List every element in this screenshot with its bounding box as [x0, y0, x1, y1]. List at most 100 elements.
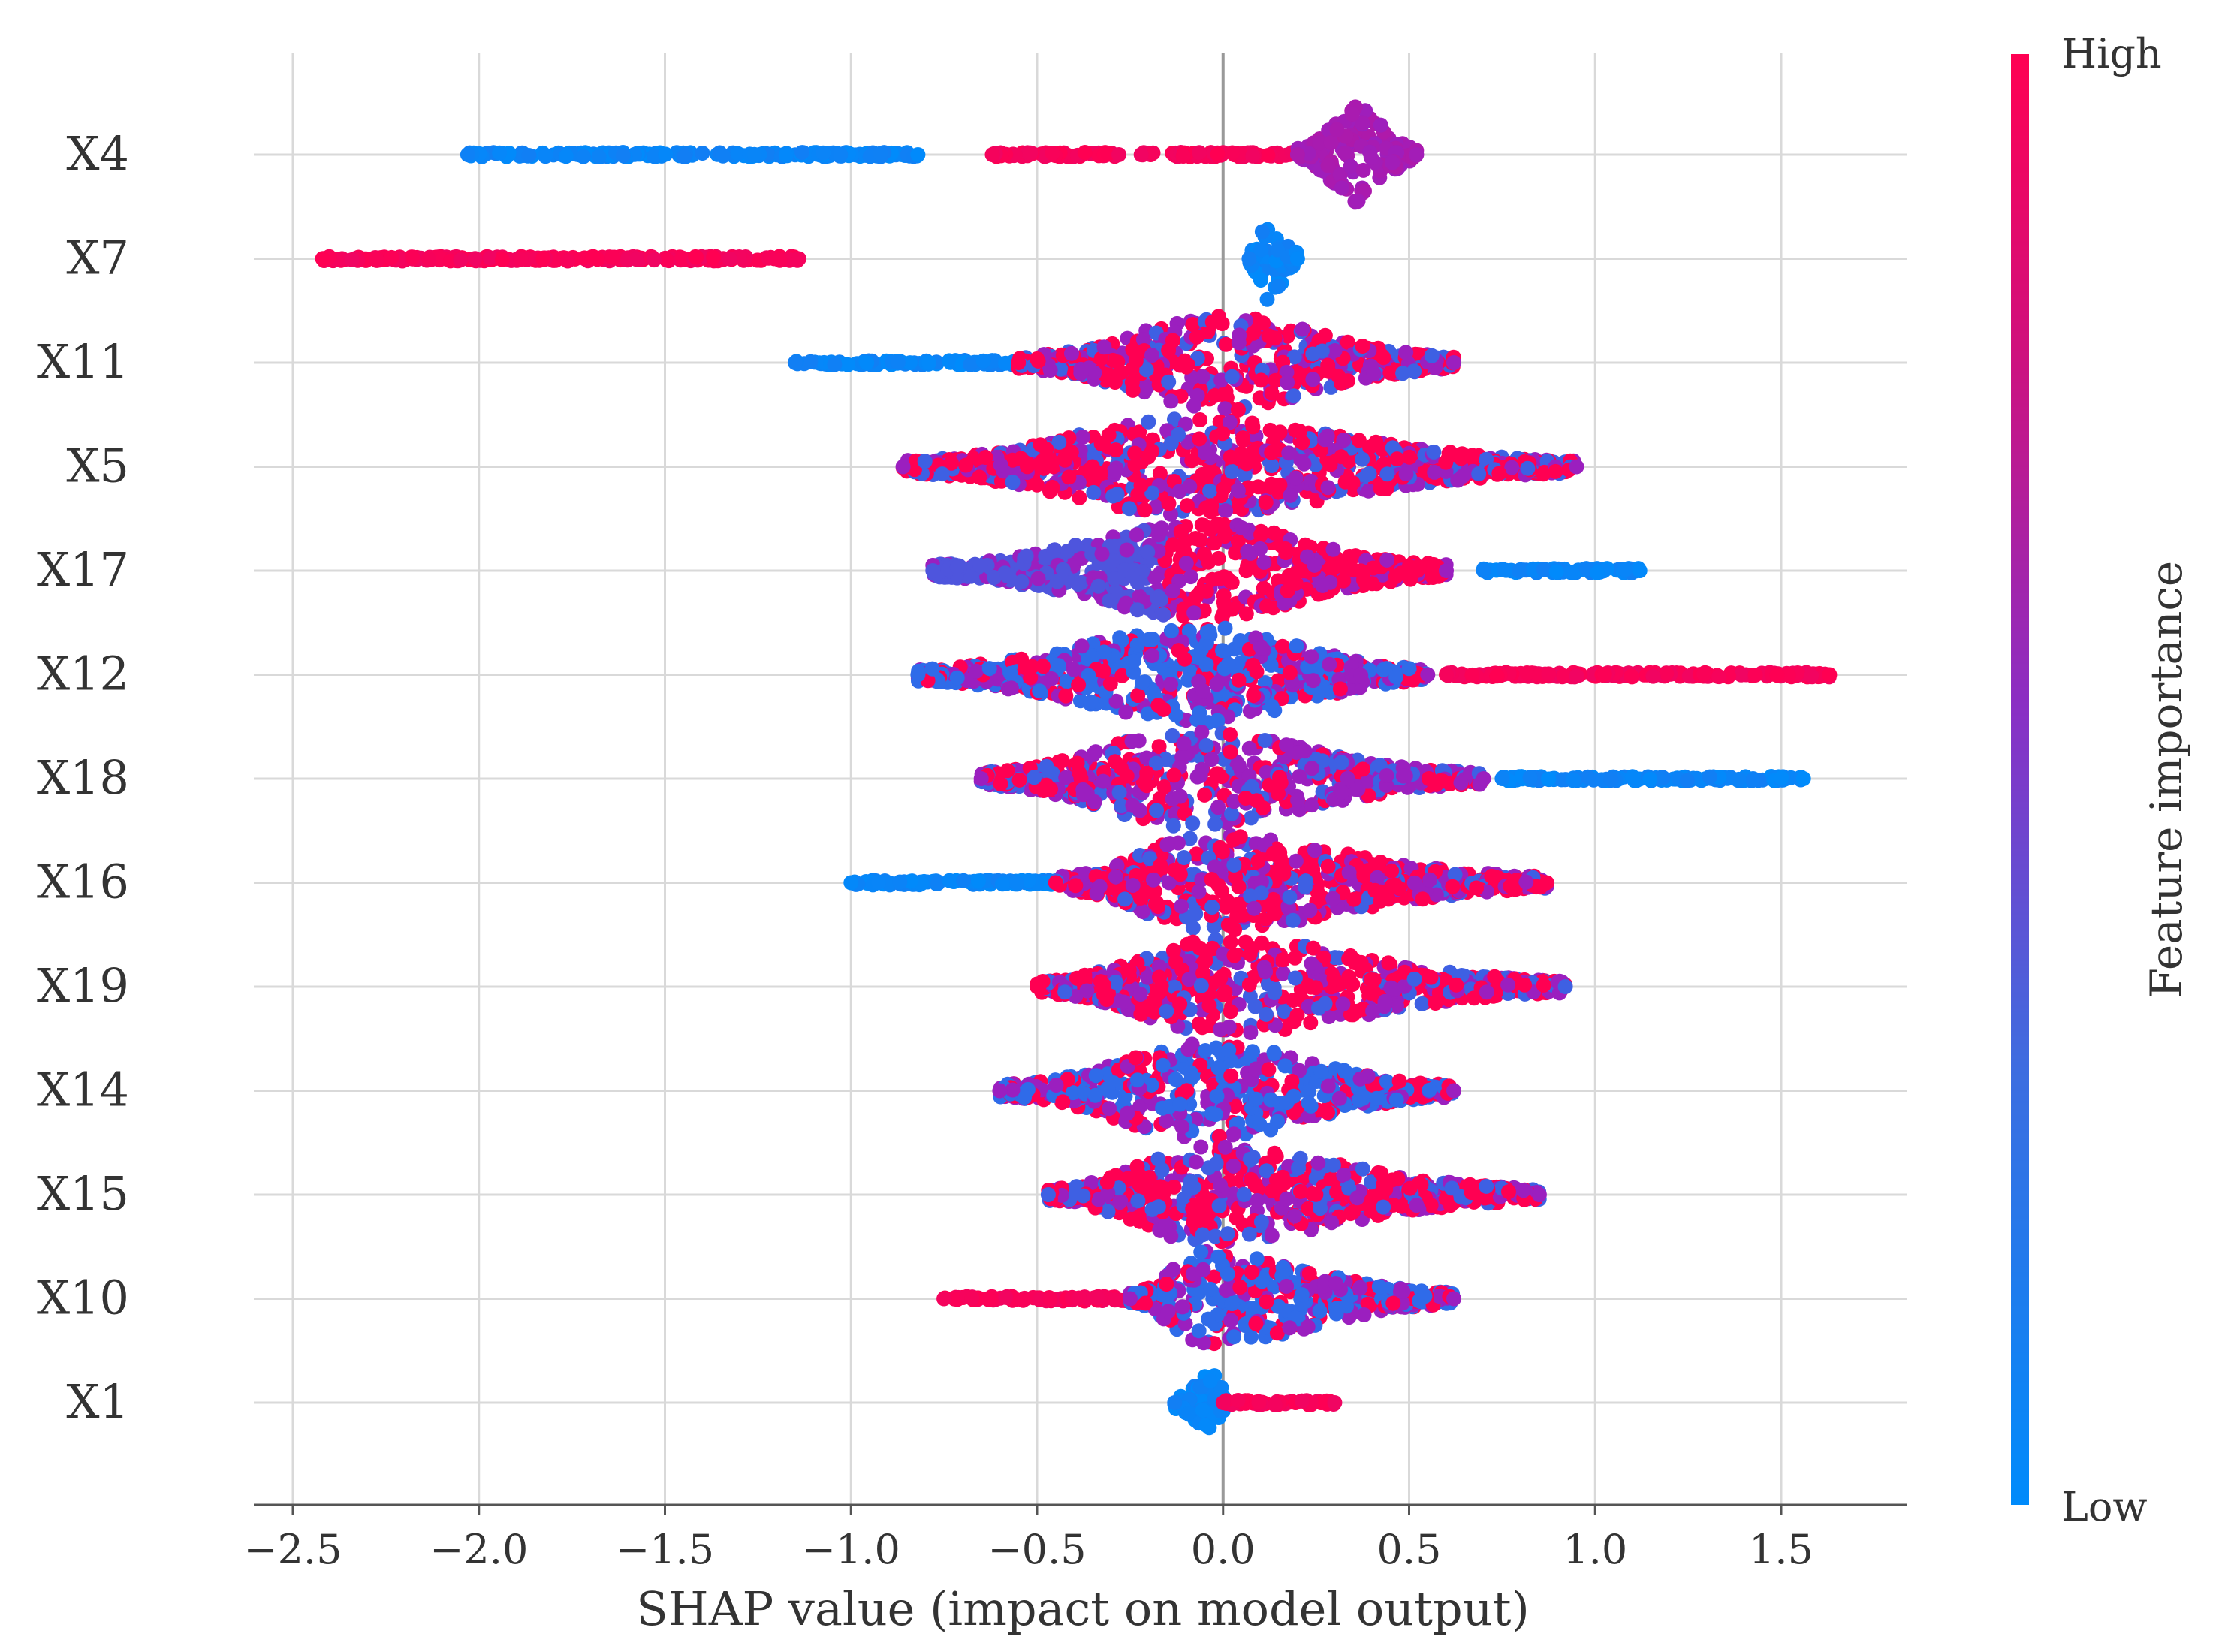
shap-point [1351, 433, 1367, 448]
shap-point [467, 251, 483, 267]
shap-point [405, 249, 421, 265]
shap-point [1102, 676, 1118, 692]
shap-point [993, 457, 1008, 473]
shap-point [1398, 345, 1414, 360]
shap-point [978, 450, 993, 465]
shap-point [972, 558, 988, 574]
shap-point [1296, 456, 1312, 472]
shap-point [1043, 781, 1058, 797]
shap-point [910, 667, 926, 683]
points-layer [315, 99, 1838, 1436]
shap-point [1256, 554, 1272, 570]
shap-point [1438, 454, 1454, 470]
shap-point [521, 148, 537, 163]
shap-point [1182, 478, 1198, 494]
shap-point [1075, 782, 1091, 797]
shap-point [924, 661, 940, 677]
shap-point [1246, 325, 1261, 341]
shap-point [1267, 330, 1283, 346]
shap-point [1215, 643, 1230, 659]
shap-point [1204, 315, 1220, 330]
shap-point [772, 252, 788, 268]
shap-point [1054, 753, 1070, 769]
shap-point [585, 249, 601, 264]
shap-point [1216, 481, 1232, 496]
shap-point [1376, 662, 1391, 677]
shap-point [1625, 769, 1640, 785]
shap-point [1217, 620, 1233, 636]
shap-point [560, 253, 576, 269]
shap-point [1192, 705, 1207, 721]
shap-point [1280, 375, 1295, 390]
shap-point [1064, 345, 1079, 361]
shap-point [1264, 445, 1280, 460]
shap-point [1051, 434, 1067, 450]
shap-point [1424, 348, 1440, 363]
shap-point [1198, 737, 1214, 753]
shap-point [1166, 767, 1182, 783]
shap-point [1124, 734, 1140, 749]
shap-point [1084, 694, 1099, 710]
shap-point [998, 355, 1014, 371]
shap-point [1111, 785, 1127, 800]
shap-point [1406, 363, 1422, 379]
shap-point [1420, 667, 1436, 683]
shap-point [1129, 602, 1145, 618]
shap-point [1254, 641, 1270, 656]
shap-point [1359, 467, 1375, 483]
shap-point [843, 875, 859, 891]
shap-point [1290, 792, 1306, 808]
shap-point [1260, 148, 1276, 163]
shap-point [604, 249, 620, 265]
shap-point [1002, 665, 1018, 681]
shap-point [591, 149, 607, 164]
shap-point [1822, 667, 1838, 683]
shap-point [460, 147, 475, 162]
shap-point [973, 771, 989, 786]
shap-point [1163, 677, 1179, 692]
shap-point [949, 670, 965, 686]
shap-point [1491, 466, 1507, 481]
shap-point [1061, 469, 1077, 485]
shap-point [1774, 770, 1789, 785]
shap-point [1268, 253, 1284, 269]
shap-point [1129, 527, 1144, 543]
shap-point [453, 252, 469, 267]
shap-point [1150, 698, 1166, 713]
shap-point [1139, 765, 1155, 781]
shap-point [1086, 746, 1102, 761]
shap-point [1471, 466, 1487, 481]
shap-point [1696, 666, 1711, 682]
shap-point [1051, 658, 1066, 674]
shap-point [1257, 733, 1273, 748]
shap-point [1389, 451, 1405, 467]
shap-point [1379, 552, 1395, 568]
shap-point [1711, 669, 1726, 685]
shap-point [1210, 516, 1226, 532]
shap-point [1042, 363, 1058, 378]
shap-point [969, 663, 984, 679]
shap-point [1140, 544, 1156, 560]
shap-point [1172, 357, 1188, 373]
shap-point [629, 252, 644, 267]
shap-point [1332, 681, 1348, 697]
shap-point [1231, 335, 1247, 351]
shap-point [1145, 632, 1160, 647]
shap-point [695, 146, 710, 161]
shap-point [1210, 800, 1226, 815]
shap-point [956, 873, 972, 888]
shap-point [1395, 768, 1411, 784]
shap-point [1188, 531, 1204, 546]
shap-point [1331, 369, 1346, 384]
shap-point [1055, 562, 1071, 577]
shap-point [1207, 387, 1223, 403]
shap-point [1279, 737, 1294, 753]
shap-point [1273, 775, 1289, 791]
shap-point [1014, 574, 1030, 589]
shap-point [1057, 452, 1073, 468]
shap-point [315, 251, 330, 267]
shap-point [1282, 665, 1298, 680]
shap-point [1161, 496, 1177, 511]
shap-point [890, 354, 906, 370]
